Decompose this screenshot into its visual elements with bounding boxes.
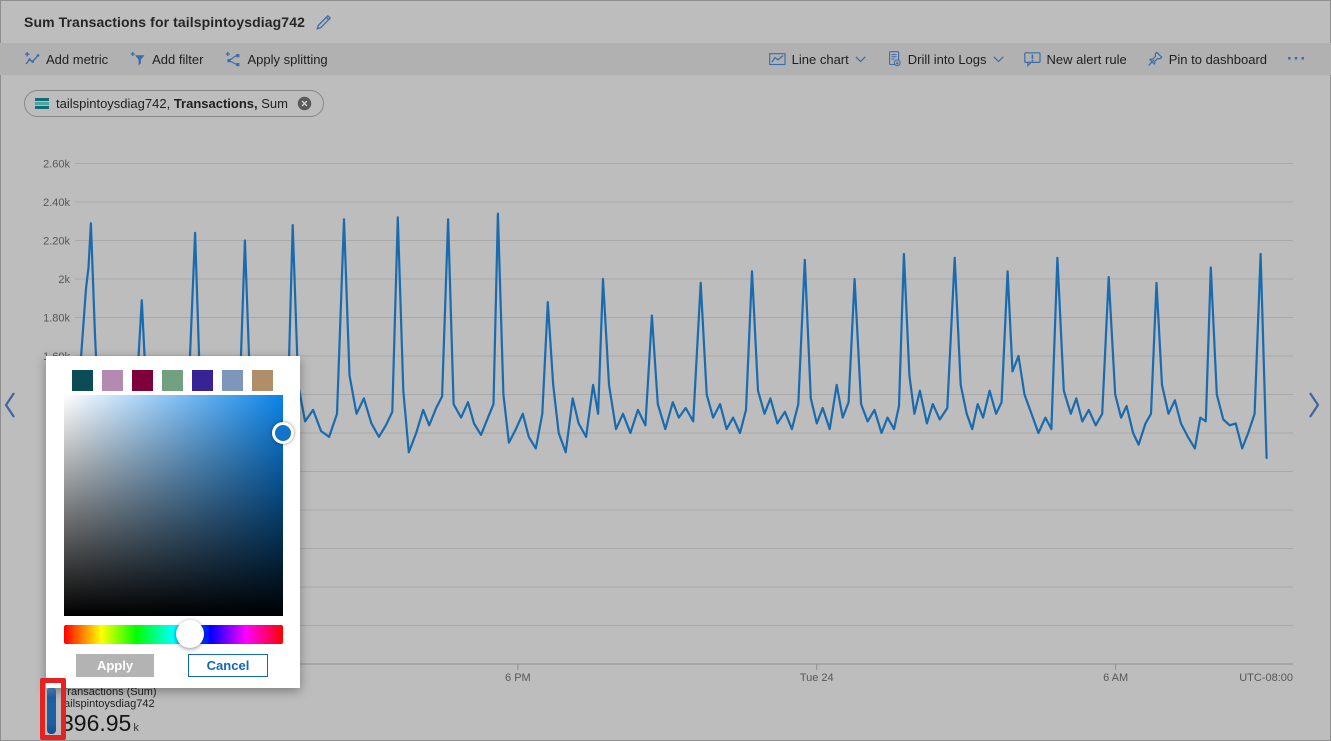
toolbar-left-group: Add metric Add filter Apply spli bbox=[24, 51, 328, 67]
alert-bubble-icon bbox=[1023, 52, 1041, 67]
color-swatch[interactable] bbox=[72, 370, 93, 391]
title-bar: Sum Transactions for tailspintoysdiag742 bbox=[0, 1, 1331, 43]
legend-value-unit: k bbox=[133, 722, 139, 734]
add-filter-icon bbox=[130, 52, 145, 66]
apply-splitting-icon bbox=[226, 52, 240, 67]
color-swatch-row bbox=[72, 370, 273, 391]
chart-scroll-right-chevron[interactable] bbox=[1307, 391, 1321, 419]
remove-metric-close-icon[interactable] bbox=[297, 96, 312, 111]
legend-text: Transactions (Sum) tailspintoysdiag742 3… bbox=[59, 686, 157, 735]
hue-slider-thumb[interactable] bbox=[175, 620, 204, 648]
chart-scroll-left-chevron[interactable] bbox=[3, 391, 17, 419]
x-axis-label: 6 AM bbox=[1103, 672, 1128, 684]
legend-value: 396.95 k bbox=[61, 711, 157, 735]
chart-toolbar: Add metric Add filter Apply spli bbox=[0, 43, 1331, 75]
chevron-down-icon bbox=[855, 55, 866, 62]
pin-to-dashboard-button[interactable]: Pin to dashboard bbox=[1147, 51, 1267, 67]
color-swatch[interactable] bbox=[162, 370, 183, 391]
add-metric-icon bbox=[25, 52, 40, 65]
y-axis-label: 2.20k bbox=[43, 236, 70, 248]
add-metric-label: Add metric bbox=[46, 51, 109, 67]
legend-item[interactable]: Transactions (Sum) tailspintoysdiag742 3… bbox=[47, 686, 157, 735]
x-axis-label: 6 PM bbox=[505, 672, 531, 684]
edit-title-pencil-icon[interactable] bbox=[315, 14, 332, 31]
pill-aggregation: Sum bbox=[261, 96, 288, 111]
line-chart-icon bbox=[768, 53, 786, 66]
legend-series-name: Transactions (Sum) bbox=[61, 686, 157, 698]
apply-button[interactable]: Apply bbox=[76, 654, 154, 677]
y-axis-label: 2.40k bbox=[43, 197, 70, 209]
chevron-down-icon bbox=[992, 55, 1004, 62]
color-swatch[interactable] bbox=[252, 370, 273, 391]
y-axis-label: 1.80k bbox=[43, 313, 70, 325]
chart-type-dropdown[interactable]: Line chart bbox=[768, 51, 866, 67]
add-filter-label: Add filter bbox=[152, 51, 204, 67]
x-axis-label: Tue 24 bbox=[800, 672, 834, 684]
toolbar-right-group: Line chart Drill into Logs bbox=[768, 49, 1307, 68]
saturation-value-handle[interactable] bbox=[272, 422, 294, 444]
color-swatch[interactable] bbox=[222, 370, 243, 391]
legend-value-number: 396.95 bbox=[61, 710, 132, 736]
y-axis-label: 2k bbox=[58, 274, 70, 286]
pill-text: tailspintoysdiag742, Transactions, Sum bbox=[56, 96, 288, 111]
legend-resource-name: tailspintoysdiag742 bbox=[61, 698, 155, 710]
drill-into-logs-dropdown[interactable]: Drill into Logs bbox=[886, 51, 1004, 67]
cancel-button[interactable]: Cancel bbox=[188, 654, 268, 677]
more-commands-button[interactable]: ··· bbox=[1287, 49, 1307, 68]
color-swatch[interactable] bbox=[132, 370, 153, 391]
add-filter-button[interactable]: Add filter bbox=[130, 51, 203, 67]
document-logs-icon bbox=[888, 51, 901, 67]
chart-type-label: Line chart bbox=[791, 51, 849, 67]
new-alert-rule-label: New alert rule bbox=[1046, 51, 1127, 67]
pill-metric: Transactions, bbox=[173, 96, 258, 111]
apply-splitting-button[interactable]: Apply splitting bbox=[225, 51, 328, 67]
add-metric-button[interactable]: Add metric bbox=[24, 51, 108, 67]
pill-resource: tailspintoysdiag742, bbox=[56, 96, 171, 111]
timezone-label: UTC-08:00 bbox=[1239, 672, 1293, 684]
pin-icon bbox=[1147, 51, 1163, 66]
page-title: Sum Transactions for tailspintoysdiag742 bbox=[24, 14, 305, 30]
color-swatch[interactable] bbox=[192, 370, 213, 391]
hue-slider[interactable] bbox=[64, 625, 283, 644]
new-alert-rule-button[interactable]: New alert rule bbox=[1023, 51, 1127, 67]
drill-into-logs-label: Drill into Logs bbox=[907, 51, 987, 67]
y-axis-label: 2.60k bbox=[43, 159, 70, 171]
color-swatch[interactable] bbox=[102, 370, 123, 391]
saturation-value-gradient[interactable] bbox=[64, 395, 283, 616]
metric-pill[interactable]: tailspintoysdiag742, Transactions, Sum bbox=[24, 90, 324, 117]
legend-color-bar[interactable] bbox=[47, 687, 56, 734]
color-picker-dialog: Apply Cancel bbox=[46, 356, 300, 688]
apply-splitting-label: Apply splitting bbox=[247, 51, 328, 67]
pin-to-dashboard-label: Pin to dashboard bbox=[1168, 51, 1268, 67]
metric-series-icon bbox=[35, 98, 49, 109]
